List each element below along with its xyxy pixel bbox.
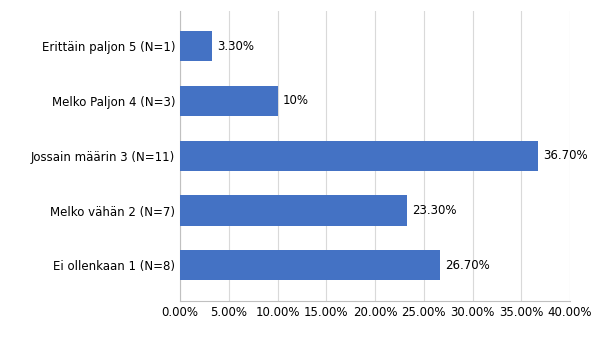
Text: 10%: 10%: [283, 94, 308, 107]
Bar: [180, 141, 538, 171]
Text: 3.30%: 3.30%: [217, 40, 254, 52]
Bar: [180, 196, 407, 226]
Text: 23.30%: 23.30%: [412, 204, 457, 217]
Text: 26.70%: 26.70%: [445, 259, 490, 272]
Text: 36.70%: 36.70%: [543, 149, 587, 162]
Bar: [180, 250, 440, 280]
Bar: [180, 31, 212, 61]
Bar: [180, 86, 277, 116]
